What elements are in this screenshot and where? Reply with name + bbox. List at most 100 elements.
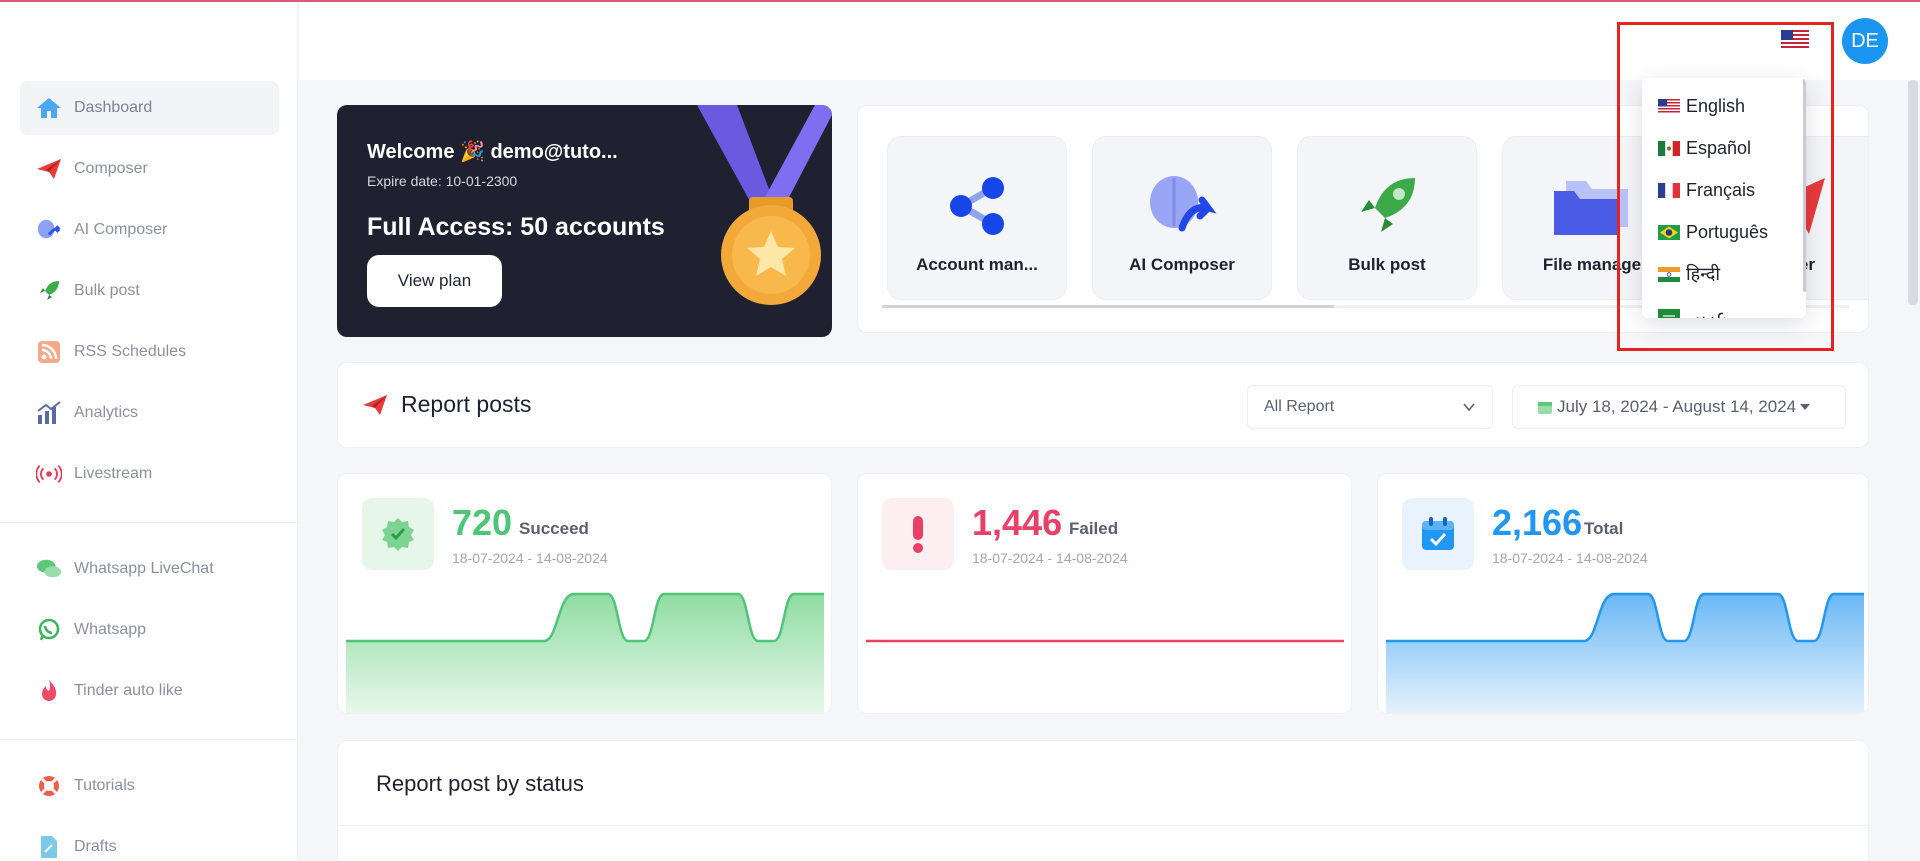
quick-tile-label: Account man... [916, 255, 1038, 274]
stat-value: 2,166 [1492, 502, 1583, 543]
quick-scroll-track[interactable] [882, 305, 1849, 308]
dropdown-scrollbar[interactable] [1803, 78, 1806, 292]
report-posts-bar: Report posts All Report July 18, 2024 - … [337, 362, 1869, 448]
paper-plane-icon [36, 156, 62, 182]
sidebar-item-label: Analytics [74, 404, 139, 421]
sparkline-chart-total [1386, 592, 1864, 713]
bar-chart-icon [36, 400, 62, 426]
welcome-title: Welcome 🎉 demo@tuto... [367, 141, 618, 163]
quick-scroll-thumb[interactable] [882, 305, 1334, 308]
date-range-value: July 18, 2024 - August 14, 2024 [1557, 397, 1797, 416]
sidebar-item-drafts[interactable]: Drafts [20, 820, 279, 861]
lifebuoy-icon [36, 773, 62, 799]
language-option-portugues[interactable]: Português [1658, 217, 1768, 247]
language-option-label: English [1686, 95, 1746, 116]
sidebar-divider [0, 522, 298, 523]
sidebar-item-label: Composer [74, 160, 148, 177]
flame-icon [36, 678, 62, 704]
quick-tile-label: File manage [1542, 255, 1642, 274]
welcome-card: Welcome 🎉 demo@tuto... Expire date: 10-0… [337, 105, 832, 337]
sidebar-item-label: Whatsapp [74, 621, 147, 638]
chat-bubbles-icon [36, 556, 62, 582]
language-option-label: हिन्दी [1686, 264, 1721, 284]
top-header [299, 2, 1920, 80]
badge-check-icon [362, 498, 434, 570]
language-option-english[interactable]: English [1658, 91, 1745, 121]
language-option-arabic[interactable]: عربي [1658, 301, 1727, 318]
sidebar-item-dashboard[interactable]: Dashboard [20, 81, 279, 135]
calendar-check-icon [1402, 498, 1474, 570]
access-plan: Full Access: 50 accounts [367, 213, 665, 241]
view-plan-button[interactable]: View plan [367, 255, 502, 307]
sidebar: Dashboard Composer AI Composer Bulk post… [0, 0, 298, 861]
brazil-flag-icon [1658, 224, 1680, 240]
sparkline-chart-failed [866, 639, 1344, 643]
draft-file-icon [36, 834, 62, 860]
page-scrollbar[interactable] [1908, 80, 1918, 305]
sidebar-item-tinder-auto-like[interactable]: Tinder auto like [20, 664, 279, 718]
sidebar-item-analytics[interactable]: Analytics [20, 386, 279, 440]
sidebar-item-livestream[interactable]: Livestream [20, 447, 279, 501]
stat-card-failed: 1,446 Failed 18-07-2024 - 14-08-2024 [857, 473, 1352, 714]
whatsapp-icon [36, 617, 62, 643]
rss-icon [36, 339, 62, 365]
stat-range: 18-07-2024 - 14-08-2024 [452, 550, 608, 566]
quick-tile-ai-composer[interactable]: AI Composer [1092, 136, 1272, 300]
stat-range: 18-07-2024 - 14-08-2024 [972, 550, 1128, 566]
quick-tile-bulk-post[interactable]: Bulk post [1297, 136, 1477, 300]
sidebar-item-label: Whatsapp LiveChat [74, 560, 214, 577]
share-icon [937, 171, 1017, 241]
exclamation-icon [882, 498, 954, 570]
sidebar-item-whatsapp-livechat[interactable]: Whatsapp LiveChat [20, 542, 279, 596]
language-option-label: Français [1686, 179, 1756, 200]
report-posts-title: Report posts [401, 391, 532, 417]
chevron-down-icon [1463, 403, 1475, 412]
livestream-icon [36, 461, 62, 487]
sparkline-chart-succeed [346, 592, 824, 713]
sidebar-divider [0, 739, 298, 740]
folder-icon [1552, 171, 1632, 241]
avatar[interactable]: DE [1842, 18, 1888, 64]
stat-range: 18-07-2024 - 14-08-2024 [1492, 550, 1648, 566]
stat-card-succeed: 720 Succeed 18-07-2024 - 14-08-2024 [337, 473, 832, 714]
sidebar-item-label: Drafts [74, 838, 117, 855]
stat-value: 1,446 [972, 502, 1063, 543]
language-option-espanol[interactable]: Español [1658, 133, 1751, 163]
section-divider [338, 825, 1870, 826]
stat-label: Failed [1069, 519, 1119, 538]
sidebar-item-ai-composer[interactable]: AI Composer [20, 203, 279, 257]
paper-plane-icon [362, 393, 388, 419]
sidebar-item-whatsapp[interactable]: Whatsapp [20, 603, 279, 657]
report-by-status-title: Report post by status [376, 771, 584, 796]
us-flag-icon [1658, 98, 1680, 114]
stat-card-total: 2,166 Total 18-07-2024 - 14-08-2024 [1377, 473, 1869, 714]
calendar-icon [1538, 402, 1552, 414]
top-accent-line [0, 0, 1920, 2]
us-flag-icon[interactable] [1781, 30, 1809, 50]
sidebar-item-rss-schedules[interactable]: RSS Schedules [20, 325, 279, 379]
language-option-francais[interactable]: Français [1658, 175, 1755, 205]
india-flag-icon [1658, 266, 1680, 282]
sidebar-item-label: Livestream [74, 465, 153, 482]
mexico-flag-icon [1658, 140, 1680, 156]
stat-value: 720 [452, 502, 513, 543]
sidebar-item-tutorials[interactable]: Tutorials [20, 759, 279, 813]
sidebar-item-label: RSS Schedules [74, 343, 187, 360]
ai-brain-icon [1142, 171, 1222, 241]
sidebar-item-composer[interactable]: Composer [20, 142, 279, 196]
stat-label: Succeed [519, 519, 589, 538]
caret-down-icon [1800, 404, 1811, 410]
rocket-icon [36, 278, 62, 304]
sidebar-item-label: AI Composer [74, 221, 168, 238]
date-range-picker[interactable]: July 18, 2024 - August 14, 2024 [1512, 385, 1846, 429]
language-option-hindi[interactable]: हिन्दी [1658, 259, 1720, 289]
sidebar-item-bulk-post[interactable]: Bulk post [20, 264, 279, 318]
language-option-label: عربي [1686, 305, 1727, 319]
ai-brain-icon [36, 217, 62, 243]
quick-tile-account-manager[interactable]: Account man... [887, 136, 1067, 300]
saudi-flag-icon [1658, 308, 1680, 318]
report-filter-select[interactable]: All Report [1247, 385, 1493, 429]
quick-tile-label: AI Composer [1129, 255, 1235, 274]
stat-label: Total [1584, 519, 1624, 538]
sidebar-item-label: Tinder auto like [74, 682, 183, 699]
